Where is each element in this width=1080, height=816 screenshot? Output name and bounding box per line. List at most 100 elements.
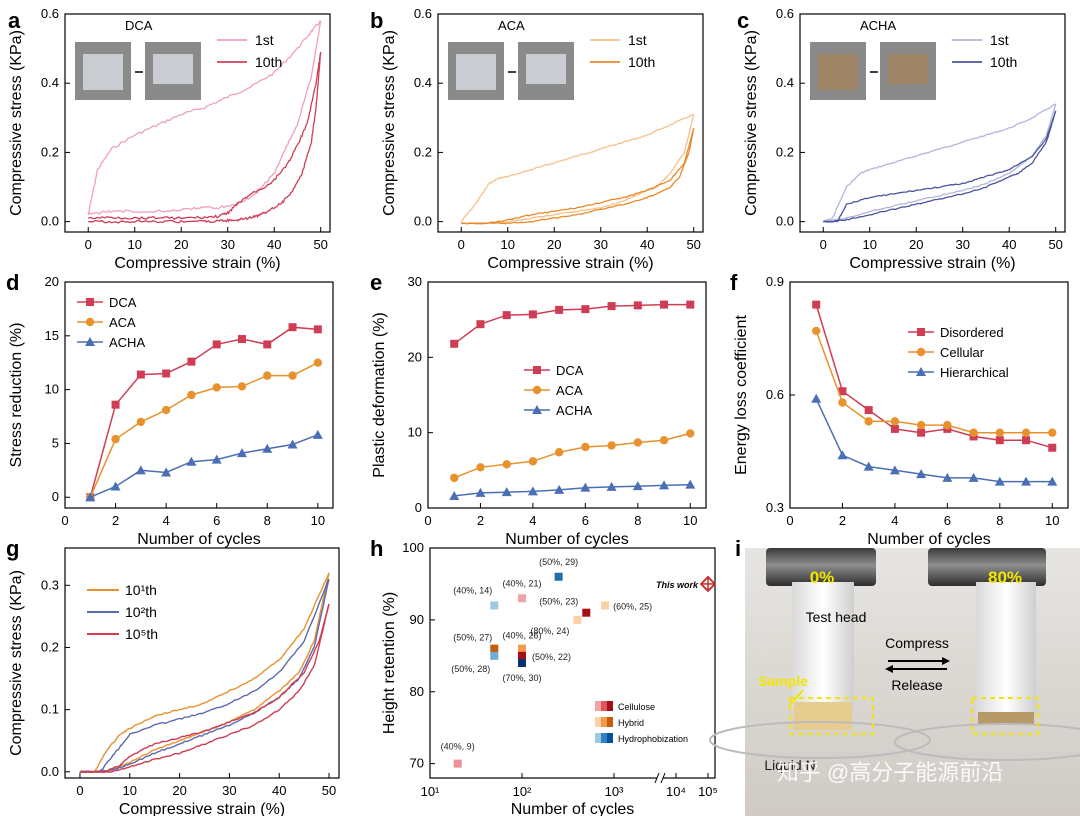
data-point-Cellular (1048, 428, 1057, 437)
data-point-DCA (162, 369, 171, 378)
x-axis-label: Number of cycles (137, 531, 261, 548)
series-line-DCA (453, 303, 691, 345)
y-tick-label: 20 (45, 274, 59, 289)
inset-sample (888, 54, 928, 84)
legend-marker-DCA (533, 366, 541, 374)
data-point-DCA (607, 302, 616, 311)
data-point-Disordered (995, 436, 1004, 445)
data-point-DCA (555, 305, 564, 314)
axis-break-mark (654, 772, 660, 784)
x-tick-label: 10¹ (421, 784, 440, 799)
x-tick-label: 8 (996, 513, 1003, 528)
data-point-Disordered (838, 387, 847, 396)
y-tick-label: 0.4 (776, 75, 794, 90)
legend-label-1st: 1st (255, 32, 274, 48)
series-line-10th (461, 128, 695, 225)
series-line-1st (461, 114, 695, 225)
y-axis-label: Compressive stress (KPa) (381, 30, 398, 216)
data-point-Hierarchical (994, 476, 1005, 486)
legend-swatch-Hydrophobization (601, 733, 607, 743)
series-line-10th (823, 110, 1057, 223)
data-point-DCA (528, 310, 537, 319)
data-point-Hierarchical (863, 461, 874, 471)
x-tick-label: 8 (264, 513, 271, 528)
data-point-ACA (111, 434, 120, 444)
series-line-10²th (79, 578, 330, 774)
y-tick-label: 0.4 (414, 75, 432, 90)
plot-frame-g (64, 547, 340, 779)
data-point-ACA (288, 371, 297, 380)
y-axis-label: Energy loss coefficient (733, 315, 750, 475)
percent-left: 0% (810, 568, 835, 587)
data-point-Disordered (917, 428, 926, 437)
data-point-DCA (111, 400, 120, 409)
y-axis-label: Compressive stress (KPa) (8, 30, 25, 216)
data-point-Hierarchical (1047, 476, 1058, 486)
x-tick-label: 20 (909, 237, 923, 252)
plot-frame-b (437, 13, 704, 233)
data-point-DCA (476, 320, 485, 329)
data-point-ACA (212, 383, 221, 392)
data-label: (40%, 26) (502, 631, 541, 641)
x-tick-label: 10 (501, 237, 515, 252)
data-point-DCA (686, 300, 695, 309)
compress-label: Compress (885, 635, 949, 651)
x-axis-label: Number of cycles (867, 531, 991, 548)
data-point-DCA (136, 370, 145, 379)
x-axis-label: Compressive strain (%) (119, 801, 285, 816)
data-point-Cellular (838, 398, 847, 407)
x-tick-label: 2 (839, 513, 846, 528)
y-axis-label: Height retention (%) (381, 592, 398, 734)
data-point (490, 601, 499, 610)
data-point-Cellular (890, 417, 900, 426)
data-point-ACA (263, 371, 272, 380)
data-point-ACHA (659, 480, 670, 490)
legend-label-Cellulose: Cellulose (618, 702, 655, 712)
data-point-DCA (502, 311, 511, 320)
data-point-DCA (660, 300, 669, 309)
x-tick-label: 0 (85, 237, 92, 252)
panel-letter-e: e (370, 270, 382, 295)
data-point-ACA (686, 429, 695, 438)
data-point-Hierarchical (811, 393, 822, 403)
y-tick-label: 0.2 (41, 144, 59, 159)
y-tick-label: 0.6 (414, 6, 432, 21)
x-tick-label: 8 (634, 513, 641, 528)
y-tick-label: 100 (402, 540, 424, 555)
legend-label-10¹th: 10¹th (125, 582, 157, 598)
data-point-ACHA (685, 479, 696, 489)
data-point-Cellular (916, 420, 926, 430)
release-label: Release (891, 677, 943, 693)
series-line-Disordered (815, 304, 1053, 449)
data-point-Hierarchical (968, 472, 979, 482)
series-line-10¹th (79, 572, 330, 773)
x-tick-label: 6 (582, 513, 589, 528)
legend-label-10th: 10th (628, 54, 655, 70)
data-point-ACA (554, 448, 564, 457)
legend-label-ACA: ACA (556, 383, 583, 398)
data-point (490, 651, 499, 660)
x-tick-label: 40 (272, 783, 286, 798)
data-point-Hierarchical (942, 472, 953, 482)
data-point (518, 651, 526, 660)
data-point-ACHA (501, 487, 512, 497)
data-point-ACA (607, 441, 616, 450)
legend-swatch-Cellulose (601, 701, 607, 711)
x-axis-label: Compressive strain (%) (487, 255, 653, 272)
y-tick-label: 0.0 (414, 214, 432, 229)
data-point-DCA (212, 340, 221, 349)
data-point-Cellular (812, 326, 821, 336)
x-tick-label: 10 (683, 513, 697, 528)
data-point-ACA (528, 457, 538, 466)
y-tick-label: 30 (408, 274, 422, 289)
data-point-Cellular (995, 428, 1005, 437)
y-tick-label: 90 (410, 612, 424, 627)
y-tick-label: 80 (410, 684, 424, 699)
series-line-10th (88, 52, 322, 224)
series-line-ACA (453, 432, 691, 479)
liquid-label: Liquid N (764, 757, 815, 773)
percent-right: 80% (988, 568, 1022, 587)
panel-letter-b: b (370, 8, 383, 33)
series-line-1st (460, 113, 694, 223)
